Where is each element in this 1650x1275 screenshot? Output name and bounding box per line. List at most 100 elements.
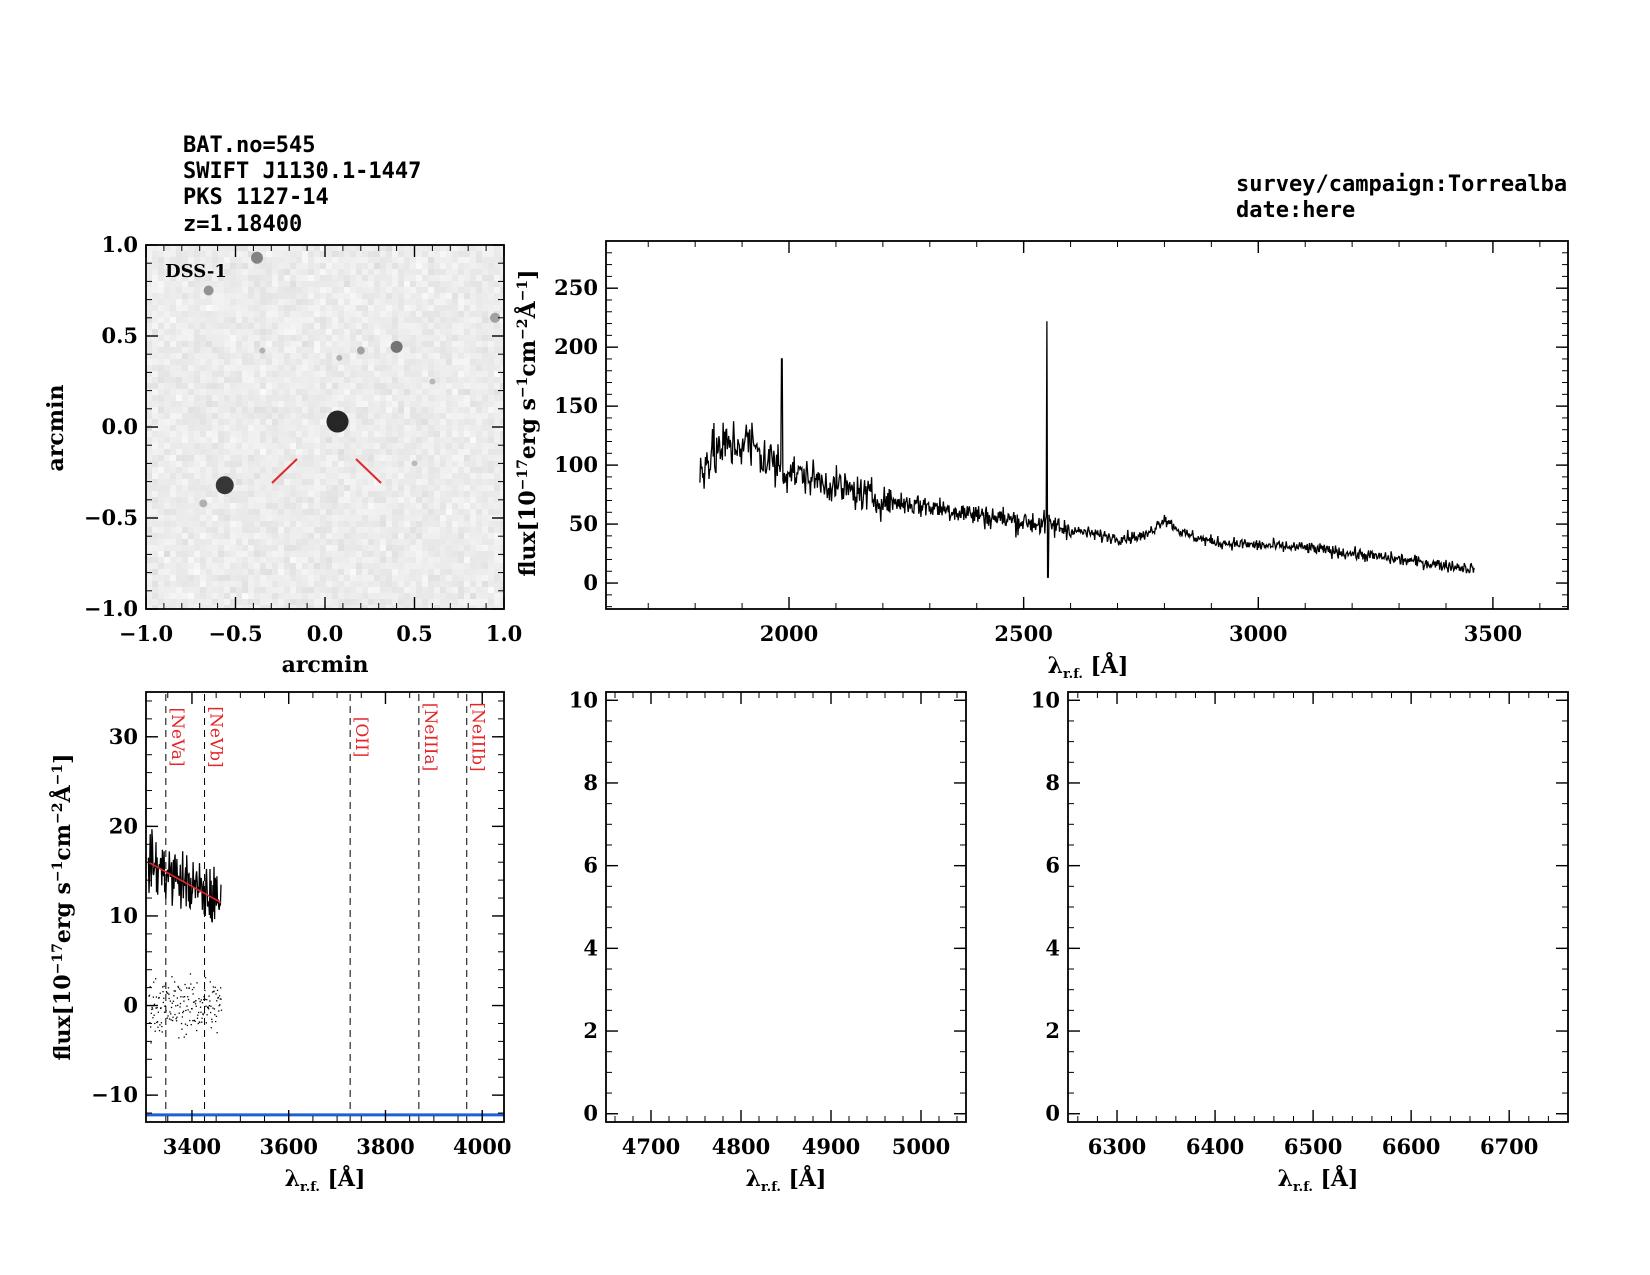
image-pixel — [188, 251, 194, 257]
image-pixel — [332, 281, 338, 287]
image-pixel — [404, 431, 410, 437]
image-pixel — [428, 419, 434, 425]
image-pixel — [374, 323, 380, 329]
image-pixel — [380, 503, 386, 509]
image-pixel — [302, 497, 308, 503]
image-pixel — [470, 251, 476, 257]
image-pixel — [440, 599, 446, 605]
image-pixel — [362, 581, 368, 587]
image-pixel — [320, 293, 326, 299]
image-pixel — [254, 383, 260, 389]
residual-point — [215, 1015, 218, 1017]
image-pixel — [176, 413, 182, 419]
image-pixel — [242, 533, 248, 539]
image-pixel — [344, 479, 350, 485]
image-pixel — [416, 527, 422, 533]
image-pixel — [368, 515, 374, 521]
image-pixel — [302, 503, 308, 509]
image-pixel — [164, 257, 170, 263]
image-pixel — [326, 509, 332, 515]
image-pixel — [434, 335, 440, 341]
image-pixel — [320, 359, 326, 365]
image-pixel — [236, 293, 242, 299]
image-pixel — [170, 473, 176, 479]
image-pixel — [290, 545, 296, 551]
image-pixel — [170, 257, 176, 263]
image-pixel — [218, 419, 224, 425]
image-pixel — [500, 353, 504, 359]
image-pixel — [392, 353, 398, 359]
image-pixel — [380, 335, 386, 341]
image-pixel — [476, 581, 482, 587]
image-pixel — [440, 431, 446, 437]
image-pixel — [428, 515, 434, 521]
image-pixel — [200, 365, 206, 371]
image-pixel — [176, 389, 182, 395]
image-pixel — [302, 527, 308, 533]
image-ytick-label: 1.0 — [101, 232, 138, 257]
image-pixel — [494, 305, 500, 311]
image-pixel — [416, 359, 422, 365]
image-pixel — [488, 461, 494, 467]
image-pixel — [344, 395, 350, 401]
image-pixel — [290, 539, 296, 545]
image-pixel — [368, 527, 374, 533]
image-pixel — [278, 383, 284, 389]
image-pixel — [278, 593, 284, 599]
image-pixel — [224, 581, 230, 587]
image-pixel — [452, 353, 458, 359]
image-pixel — [230, 599, 236, 605]
residual-point — [209, 1000, 211, 1002]
image-pixel — [476, 551, 482, 557]
image-pixel — [422, 473, 428, 479]
image-pixel — [464, 299, 470, 305]
image-pixel — [290, 245, 296, 251]
image-pixel — [272, 449, 278, 455]
image-pixel — [242, 455, 248, 461]
residual-point — [161, 1031, 163, 1033]
image-pixel — [338, 305, 344, 311]
image-pixel — [308, 413, 314, 419]
image-pixel — [344, 551, 350, 557]
image-pixel — [308, 491, 314, 497]
image-pixel — [392, 407, 398, 413]
image-pixel — [428, 269, 434, 275]
image-pixel — [332, 539, 338, 545]
image-pixel — [326, 365, 332, 371]
image-pixel — [488, 293, 494, 299]
image-pixel — [350, 539, 356, 545]
image-pixel — [158, 479, 164, 485]
image-pixel — [206, 485, 212, 491]
image-pixel — [434, 557, 440, 563]
image-pixel — [332, 257, 338, 263]
image-pixel — [476, 281, 482, 287]
image-pixel — [410, 353, 416, 359]
image-pixel — [416, 377, 422, 383]
image-pixel — [428, 401, 434, 407]
image-pixel — [242, 491, 248, 497]
image-pixel — [314, 473, 320, 479]
image-pixel — [158, 563, 164, 569]
image-pixel — [242, 299, 248, 305]
image-pixel — [428, 395, 434, 401]
image-pixel — [404, 425, 410, 431]
image-pixel — [386, 293, 392, 299]
image-pixel — [158, 389, 164, 395]
image-pixel — [374, 359, 380, 365]
image-pixel — [254, 491, 260, 497]
image-pixel — [182, 371, 188, 377]
image-pixel — [236, 425, 242, 431]
image-pixel — [308, 257, 314, 263]
image-pixel — [488, 407, 494, 413]
residual-point — [213, 1008, 216, 1010]
image-pixel — [308, 407, 314, 413]
residual-point — [205, 1005, 207, 1007]
image-pixel — [236, 329, 242, 335]
image-pixel — [218, 305, 224, 311]
image-pixel — [416, 521, 422, 527]
residual-point — [200, 999, 202, 1001]
image-pixel — [350, 515, 356, 521]
residual-point — [215, 1020, 217, 1023]
image-pixel — [230, 587, 236, 593]
